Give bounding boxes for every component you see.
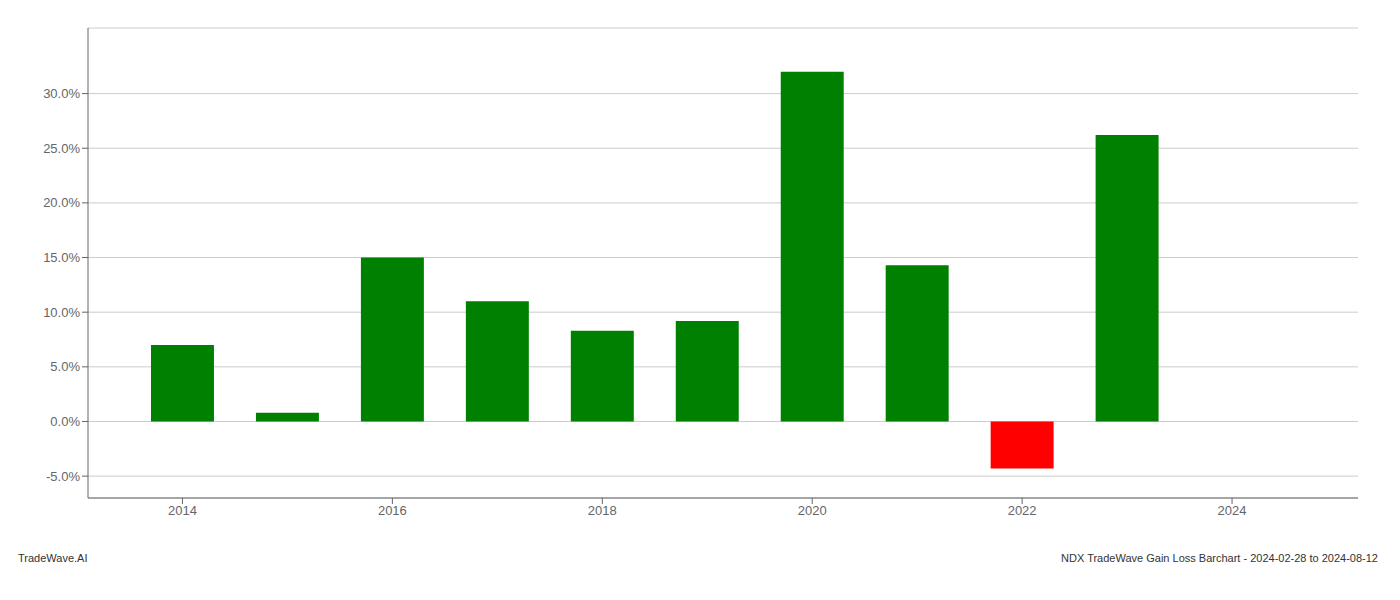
svg-text:30.0%: 30.0% (43, 86, 80, 101)
svg-text:2022: 2022 (1008, 503, 1037, 518)
svg-text:10.0%: 10.0% (43, 305, 80, 320)
svg-text:20.0%: 20.0% (43, 195, 80, 210)
svg-text:2016: 2016 (378, 503, 407, 518)
svg-text:2024: 2024 (1218, 503, 1247, 518)
svg-text:0.0%: 0.0% (50, 414, 80, 429)
html-text:NDX TradeWave Gain Loss Barcha: NDX TradeWave Gain Loss Barchart - 2024-… (1061, 552, 1378, 564)
svg-text:5.0%: 5.0% (50, 359, 80, 374)
svg-text:25.0%: 25.0% (43, 141, 80, 156)
svg-text:2018: 2018 (588, 503, 617, 518)
svg-text:15.0%: 15.0% (43, 250, 80, 265)
html-text:TradeWave.AI: TradeWave.AI (18, 552, 88, 564)
svg-text:2014: 2014 (168, 503, 197, 518)
svg-text:-5.0%: -5.0% (46, 469, 80, 484)
svg-text:2020: 2020 (798, 503, 827, 518)
